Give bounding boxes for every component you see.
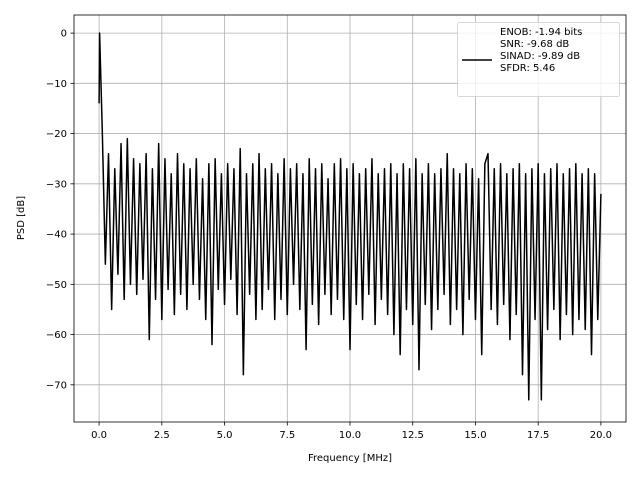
y-tick-label: −70: [46, 380, 67, 391]
y-tick-label: −40: [46, 230, 67, 241]
y-tick-label: −60: [46, 330, 67, 341]
x-tick-label: 2.5: [154, 430, 170, 441]
legend-entry: ENOB: -1.94 bits SNR: -9.68 dB SINAD: -9…: [500, 27, 583, 74]
y-tick-label: −50: [46, 280, 67, 291]
legend-box: [457, 22, 620, 97]
x-tick-label: 12.5: [402, 430, 424, 441]
x-tick-label: 17.5: [527, 430, 549, 441]
y-tick-label: −20: [46, 129, 67, 140]
x-axis-label: Frequency [MHz]: [308, 453, 392, 464]
x-tick-label: 15.0: [464, 430, 486, 441]
legend-label: ENOB: -1.94 bits SNR: -9.68 dB SINAD: -9…: [500, 27, 583, 74]
x-tick-label: 20.0: [590, 430, 612, 441]
y-tick-label: 0: [61, 29, 67, 40]
psd-line: [98, 32, 602, 401]
y-tick-label: −30: [46, 179, 67, 190]
x-tick-label: 10.0: [339, 430, 361, 441]
x-tick-label: 5.0: [217, 430, 233, 441]
x-tick-label: 7.5: [279, 430, 295, 441]
x-tick-label: 0.0: [91, 430, 107, 441]
y-tick-label: −10: [46, 79, 67, 90]
y-axis-label: PSD [dB]: [16, 196, 27, 240]
